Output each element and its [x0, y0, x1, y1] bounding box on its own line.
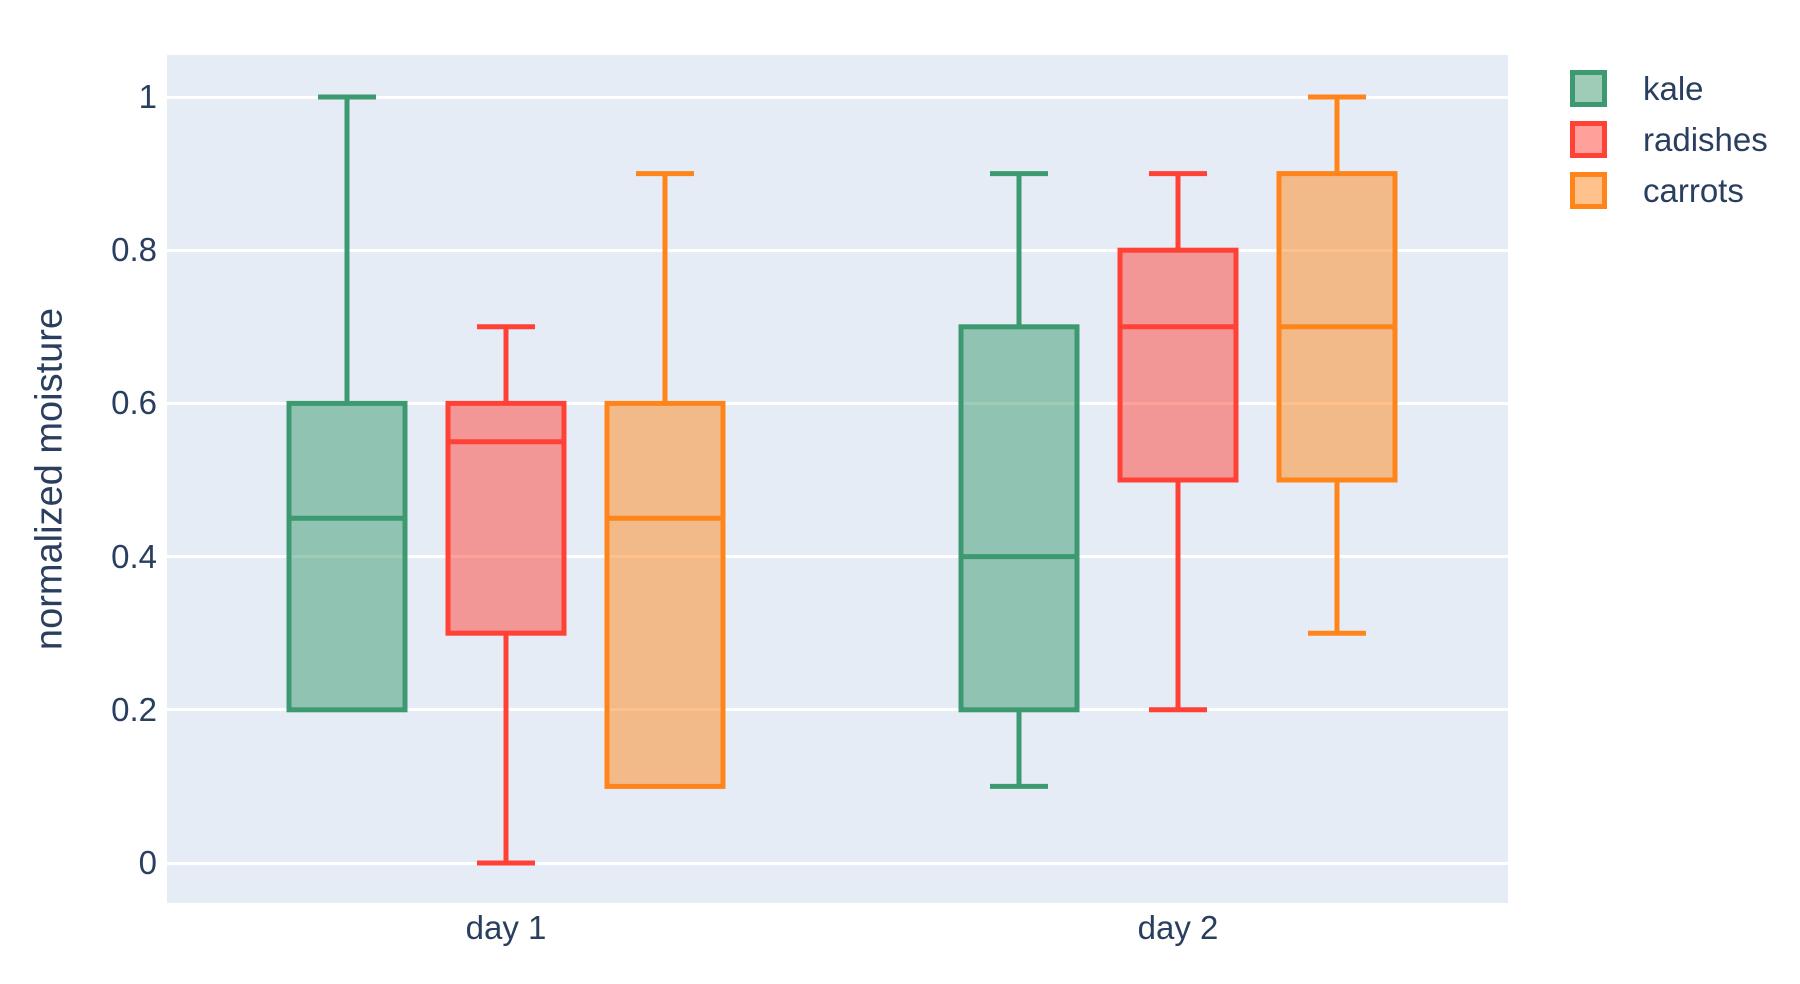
legend-swatch-icon — [1570, 70, 1607, 107]
box-plot-layer — [286, 94, 1398, 866]
legend-label: radishes — [1643, 121, 1768, 158]
iqr-box — [958, 324, 1080, 713]
y-tick-label-0.2: 0.2 — [111, 690, 157, 728]
legend-swatch-icon — [1570, 121, 1607, 158]
gridline-y-0.6 — [167, 401, 1508, 405]
legend: kale radishes carrots — [1570, 70, 1768, 223]
iqr-box — [604, 400, 726, 789]
gridline-y-0.2 — [167, 708, 1508, 712]
legend-item-carrots[interactable]: carrots — [1570, 172, 1768, 209]
y-tick-label-0.8: 0.8 — [111, 231, 157, 269]
box-carrots-day-2[interactable] — [1276, 94, 1398, 636]
gridline-y-0.4 — [167, 555, 1508, 559]
legend-label: kale — [1643, 70, 1704, 107]
box-kale-day-2[interactable] — [958, 171, 1080, 789]
gridline-y-0.8 — [167, 248, 1508, 252]
legend-swatch-icon — [1570, 172, 1607, 209]
box-radishes-day-1[interactable] — [445, 324, 567, 866]
box-radishes-day-2[interactable] — [1117, 171, 1239, 713]
gridline-y-0 — [167, 861, 1508, 865]
iqr-box — [1117, 247, 1239, 483]
y-tick-label-0: 0 — [138, 844, 157, 881]
y-axis-title: normalized moisture — [28, 307, 71, 651]
plot-area[interactable] — [167, 55, 1508, 903]
box-kale-day-1[interactable] — [286, 94, 408, 713]
x-tick-label-day-2: day 2 — [1137, 909, 1219, 946]
iqr-box — [286, 400, 408, 713]
y-tick-label-0.4: 0.4 — [111, 537, 157, 575]
y-tick-label-1: 1 — [138, 78, 157, 115]
x-tick-label-day-1: day 1 — [465, 909, 547, 946]
gridline-y-1 — [167, 95, 1508, 99]
legend-label: carrots — [1643, 172, 1744, 209]
box-carrots-day-1[interactable] — [604, 171, 726, 789]
legend-item-radishes[interactable]: radishes — [1570, 121, 1768, 158]
iqr-box — [445, 400, 567, 636]
y-tick-label-0.6: 0.6 — [111, 384, 157, 422]
legend-item-kale[interactable]: kale — [1570, 70, 1768, 107]
